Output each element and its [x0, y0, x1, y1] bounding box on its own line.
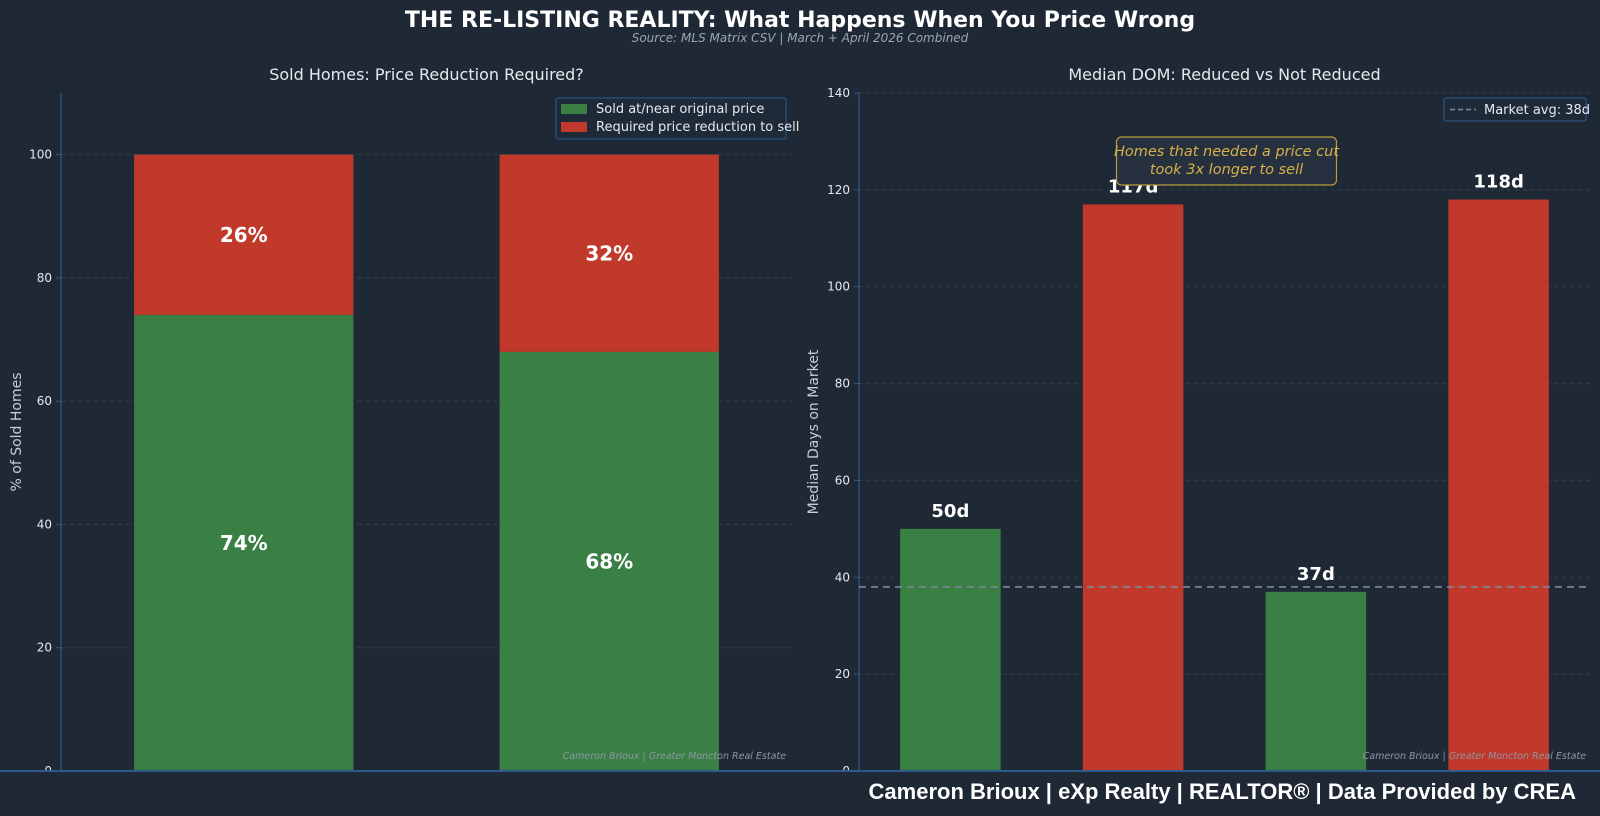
- y-axis-label: Median Days on Market: [806, 349, 822, 514]
- dom-bar: [900, 528, 1001, 771]
- y-tick-label: 100: [29, 148, 52, 162]
- bar-value-label: 50d: [931, 501, 969, 522]
- dom-bar-chart: Median DOM: Reduced vs Not Reduced020406…: [806, 65, 1590, 803]
- segment-label: 32%: [585, 241, 633, 265]
- watermark: Cameron Brioux | Greater Moncton Real Es…: [563, 751, 786, 762]
- footer-band: [0, 770, 1600, 816]
- bar-segment: [134, 154, 354, 315]
- watermark: Cameron Brioux | Greater Moncton Real Es…: [1363, 751, 1586, 762]
- y-tick-label: 80: [37, 271, 52, 285]
- legend-swatch: [561, 104, 587, 114]
- legend-label: Sold at/near original price: [596, 102, 764, 117]
- y-tick-label: 140: [827, 86, 850, 100]
- y-axis-label: % of Sold Homes: [9, 372, 25, 491]
- y-tick-label: 20: [835, 667, 850, 681]
- figure-subtitle: Source: MLS Matrix CSV | March + April 2…: [632, 31, 969, 45]
- stacked-bar-chart: Sold Homes: Price Reduction Required?020…: [9, 65, 799, 789]
- legend: Market avg: 38d: [1443, 97, 1590, 122]
- legend-label: Required price reduction to sell: [596, 120, 799, 135]
- y-tick-label: 40: [37, 517, 52, 531]
- bar-segment: [499, 351, 719, 771]
- legend: Sold at/near original price Required pric…: [555, 97, 799, 140]
- y-tick-label: 60: [835, 473, 850, 487]
- y-tick-label: 20: [37, 641, 52, 655]
- y-tick-label: 40: [835, 570, 850, 584]
- figure-title: THE RE-LISTING REALITY: What Happens Whe…: [405, 8, 1195, 33]
- segment-label: 68%: [585, 549, 633, 573]
- annotation-text: Homes that needed a price cut took 3x lon…: [1114, 144, 1340, 178]
- bar-segment: [499, 154, 719, 352]
- y-tick-label: 80: [835, 377, 850, 391]
- annotation-box: [1115, 136, 1338, 186]
- bar-value-label: 118d: [1473, 172, 1523, 193]
- dom-bar: [1082, 204, 1184, 771]
- panel-title: Sold Homes: Price Reduction Required?: [269, 65, 584, 84]
- bar-value-label: 37d: [1297, 564, 1335, 585]
- legend-box: [1443, 97, 1587, 122]
- dom-bar: [1265, 591, 1367, 771]
- segment-label: 26%: [220, 223, 268, 247]
- segment-label: 74%: [220, 531, 268, 555]
- legend-label: Market avg: 38d: [1484, 103, 1590, 118]
- y-tick-label: 60: [37, 394, 52, 408]
- footer-credit: Cameron Brioux | eXp Realty | REALTOR® |…: [868, 779, 1576, 804]
- dom-bar: [1448, 199, 1549, 772]
- panel-title: Median DOM: Reduced vs Not Reduced: [1068, 65, 1380, 84]
- bar-segment: [134, 314, 354, 771]
- y-tick-label: 100: [827, 280, 850, 294]
- y-tick-label: 120: [827, 183, 850, 197]
- legend-box: [555, 97, 787, 140]
- legend-swatch: [561, 122, 587, 132]
